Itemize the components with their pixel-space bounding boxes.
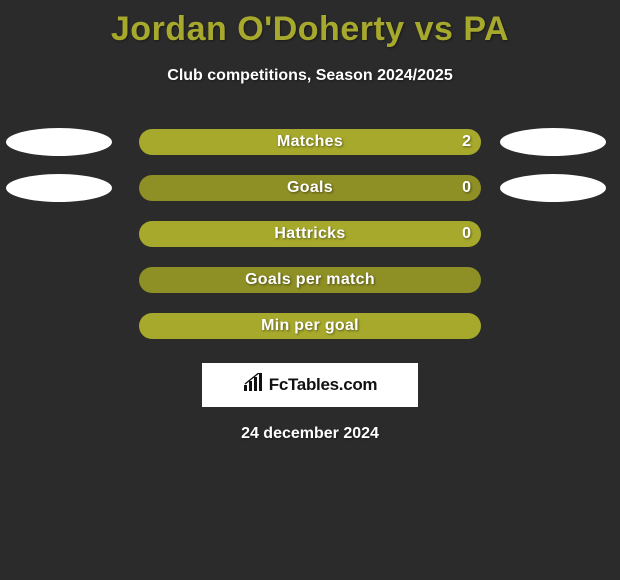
brand-badge: FcTables.com [202,363,418,407]
stat-bar: Min per goal [139,313,481,339]
stat-value: 0 [462,179,471,197]
stat-label: Goals per match [245,271,375,289]
stat-label: Matches [277,133,343,151]
player-marker-left [6,174,112,202]
bar-chart-icon [243,373,265,398]
stat-value: 0 [462,225,471,243]
player-marker-right [500,174,606,202]
page-title: Jordan O'Doherty vs PA [0,0,620,49]
stat-bar: Goals per match [139,267,481,293]
stat-row: Hattricks 0 [0,211,620,257]
stat-bar: Matches 2 [139,129,481,155]
date-text: 24 december 2024 [0,425,620,443]
player-marker-left [6,128,112,156]
comparison-chart: Matches 2 Goals 0 Hattricks 0 Goals per match M… [0,119,620,349]
player-marker-right [500,128,606,156]
stat-row: Min per goal [0,303,620,349]
stat-label: Min per goal [261,317,359,335]
stat-bar: Hattricks 0 [139,221,481,247]
subtitle: Club competitions, Season 2024/2025 [0,67,620,85]
stat-row: Goals 0 [0,165,620,211]
brand-text: FcTables.com [269,375,378,395]
stat-value: 2 [462,133,471,151]
stat-row: Matches 2 [0,119,620,165]
stat-label: Goals [287,179,333,197]
stat-row: Goals per match [0,257,620,303]
stat-bar: Goals 0 [139,175,481,201]
stat-label: Hattricks [274,225,345,243]
